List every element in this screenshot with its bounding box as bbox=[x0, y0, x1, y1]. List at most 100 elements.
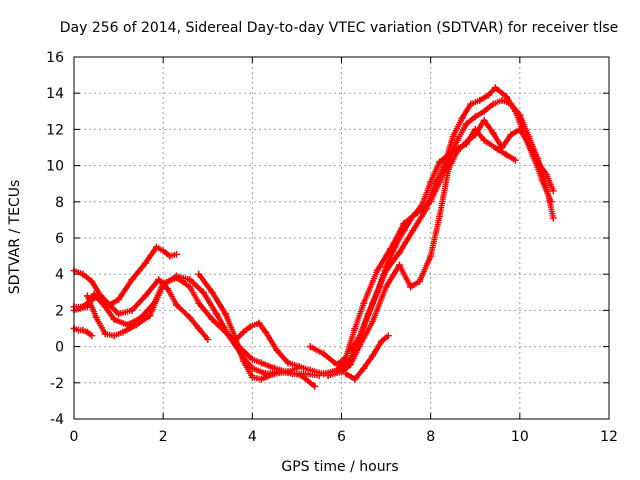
data-point bbox=[498, 96, 506, 104]
chart-title: Day 256 of 2014, Sidereal Day-to-day VTE… bbox=[60, 20, 619, 36]
series-arc-11 bbox=[346, 125, 519, 354]
data-point bbox=[355, 334, 363, 342]
data-point bbox=[83, 292, 91, 300]
data-point bbox=[346, 346, 354, 354]
data-point bbox=[480, 107, 488, 115]
y-tick-label: 14 bbox=[46, 86, 64, 102]
data-point bbox=[141, 292, 149, 300]
x-tick-label: 10 bbox=[511, 429, 529, 445]
data-point bbox=[83, 328, 91, 336]
data-point bbox=[186, 276, 194, 284]
data-point bbox=[360, 299, 368, 307]
data-point bbox=[458, 115, 466, 122]
x-tick-label: 0 bbox=[70, 429, 79, 445]
data-point bbox=[449, 147, 457, 155]
data-point bbox=[549, 214, 557, 222]
data-point bbox=[364, 310, 372, 318]
data-point bbox=[436, 212, 444, 220]
data-point bbox=[346, 361, 354, 369]
data-point bbox=[88, 332, 96, 340]
data-point bbox=[491, 84, 499, 92]
data-point bbox=[119, 328, 127, 336]
data-point bbox=[271, 370, 279, 378]
data-point bbox=[400, 227, 408, 235]
data-point bbox=[516, 125, 524, 133]
y-tick-label: 0 bbox=[55, 340, 64, 356]
data-point bbox=[427, 178, 435, 186]
data-point bbox=[489, 129, 497, 137]
data-point bbox=[342, 370, 350, 378]
data-point bbox=[195, 299, 203, 307]
y-tick-label: 12 bbox=[46, 122, 64, 138]
data-point bbox=[273, 346, 281, 354]
axis-ticks: 0 2 4 6 8 10 12 -4 -2 0 2 4 6 8 10 12 14 16 bbox=[46, 50, 618, 445]
data-point bbox=[324, 372, 332, 380]
data-point bbox=[360, 364, 368, 372]
series-arc-10 bbox=[342, 332, 392, 383]
grid bbox=[74, 57, 609, 419]
data-point bbox=[471, 113, 479, 121]
data-point bbox=[231, 337, 238, 345]
data-point bbox=[418, 201, 426, 209]
data-point bbox=[453, 136, 461, 144]
x-tick-label: 12 bbox=[600, 429, 618, 445]
data-point bbox=[248, 373, 256, 381]
data-point bbox=[90, 290, 98, 298]
y-tick-label: 6 bbox=[55, 231, 64, 247]
data-point bbox=[351, 375, 359, 383]
y-tick-label: 16 bbox=[46, 50, 64, 66]
data-point bbox=[173, 301, 180, 309]
data-point bbox=[284, 368, 292, 376]
data-point bbox=[384, 332, 392, 340]
data-point bbox=[342, 354, 350, 361]
data-point bbox=[213, 310, 221, 318]
data-point bbox=[503, 151, 510, 159]
data-point bbox=[409, 227, 417, 235]
data-point bbox=[101, 303, 109, 311]
data-point bbox=[186, 314, 194, 322]
data-point bbox=[284, 359, 292, 367]
data-point bbox=[516, 111, 524, 119]
data-point bbox=[306, 343, 314, 351]
data-point bbox=[173, 250, 180, 258]
data-point bbox=[378, 337, 386, 345]
x-axis-label: GPS time / hours bbox=[281, 459, 398, 475]
x-tick-label: 4 bbox=[248, 429, 257, 445]
data-point bbox=[257, 375, 265, 383]
data-point bbox=[507, 100, 515, 108]
data-point bbox=[445, 165, 452, 173]
data-point bbox=[525, 140, 533, 148]
data-point bbox=[110, 315, 118, 323]
y-tick-label: 4 bbox=[55, 267, 64, 283]
data-point bbox=[295, 363, 303, 370]
x-tick-label: 8 bbox=[426, 429, 435, 445]
data-point bbox=[115, 296, 123, 303]
data-point bbox=[248, 364, 256, 372]
data-point bbox=[141, 259, 149, 267]
y-tick-label: 10 bbox=[46, 159, 64, 175]
data-point bbox=[333, 361, 341, 369]
data-point bbox=[373, 267, 381, 275]
data-point bbox=[246, 323, 254, 331]
data-point bbox=[489, 100, 497, 108]
data-point bbox=[507, 131, 515, 139]
data-point bbox=[255, 319, 263, 327]
data-point bbox=[409, 212, 417, 220]
data-point bbox=[110, 332, 118, 340]
data-point bbox=[79, 270, 87, 278]
plot-frame bbox=[73, 56, 610, 420]
data-point bbox=[534, 158, 542, 166]
data-point bbox=[132, 321, 140, 329]
x-tick-label: 2 bbox=[159, 429, 168, 445]
data-point bbox=[467, 100, 475, 108]
data-point bbox=[146, 312, 154, 320]
data-point bbox=[427, 252, 435, 260]
data-point bbox=[416, 277, 423, 285]
data-point bbox=[449, 133, 457, 141]
data-point bbox=[369, 352, 377, 360]
data-point bbox=[159, 281, 167, 289]
data-point bbox=[186, 283, 194, 291]
data-point bbox=[396, 261, 403, 269]
y-tick-label: 2 bbox=[55, 303, 64, 319]
